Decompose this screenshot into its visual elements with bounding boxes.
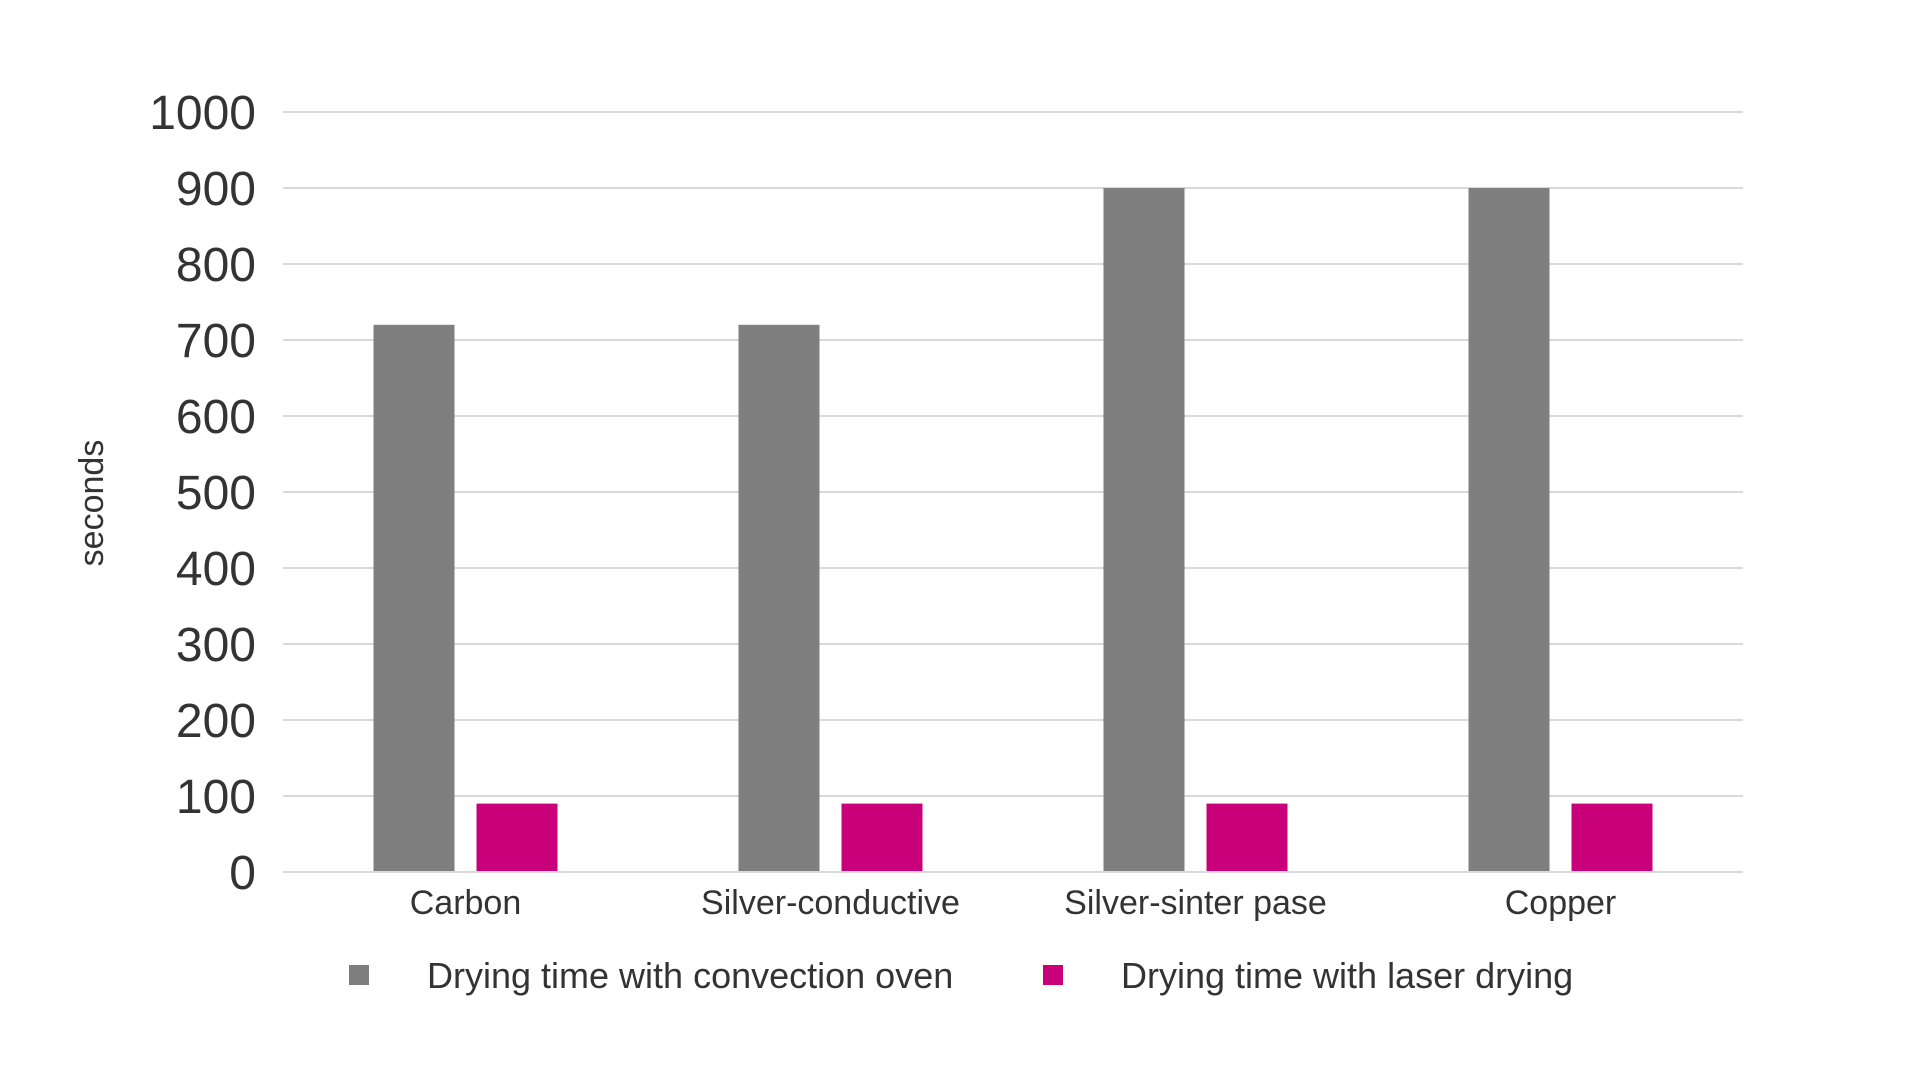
y-tick-label: 600 bbox=[176, 391, 256, 444]
y-tick-label: 400 bbox=[176, 543, 256, 596]
y-tick-label: 500 bbox=[176, 467, 256, 520]
legend: Drying time with convection oven Drying t… bbox=[349, 955, 1573, 996]
bar-laser-drying bbox=[1206, 803, 1288, 872]
x-category-label: Carbon bbox=[410, 884, 522, 922]
bar-convection-oven bbox=[1468, 188, 1550, 872]
x-category-label: Silver-conductive bbox=[701, 884, 960, 922]
legend-label: Drying time with laser drying bbox=[1121, 955, 1573, 996]
y-tick-label: 800 bbox=[176, 239, 256, 292]
y-tick-label: 700 bbox=[176, 315, 256, 368]
y-tick-label: 300 bbox=[176, 619, 256, 672]
bar-convection-oven bbox=[1103, 188, 1185, 872]
y-tick-label: 100 bbox=[176, 771, 256, 824]
y-tick-label: 0 bbox=[229, 847, 256, 900]
bar-laser-drying bbox=[1571, 803, 1653, 872]
x-category-label: Silver-sinter pase bbox=[1064, 884, 1327, 922]
legend-swatch bbox=[1043, 965, 1063, 985]
bar-laser-drying bbox=[841, 803, 923, 872]
legend-swatch bbox=[349, 965, 369, 985]
bars bbox=[283, 188, 1743, 873]
bar-convection-oven bbox=[738, 324, 820, 872]
y-tick-label: 900 bbox=[176, 163, 256, 216]
x-category-label: Copper bbox=[1505, 884, 1617, 922]
x-axis-categories: Carbon Silver-conductive Silver-sinter pas… bbox=[410, 884, 1617, 922]
bar-convection-oven bbox=[373, 324, 455, 872]
bar-laser-drying bbox=[476, 803, 558, 872]
y-axis-title: seconds bbox=[73, 440, 111, 567]
y-tick-label: 1000 bbox=[149, 87, 256, 140]
legend-label: Drying time with convection oven bbox=[427, 955, 953, 996]
y-tick-label: 200 bbox=[176, 695, 256, 748]
y-axis-ticks: 0 100 200 300 400 500 600 700 800 900 1000 bbox=[149, 87, 256, 900]
